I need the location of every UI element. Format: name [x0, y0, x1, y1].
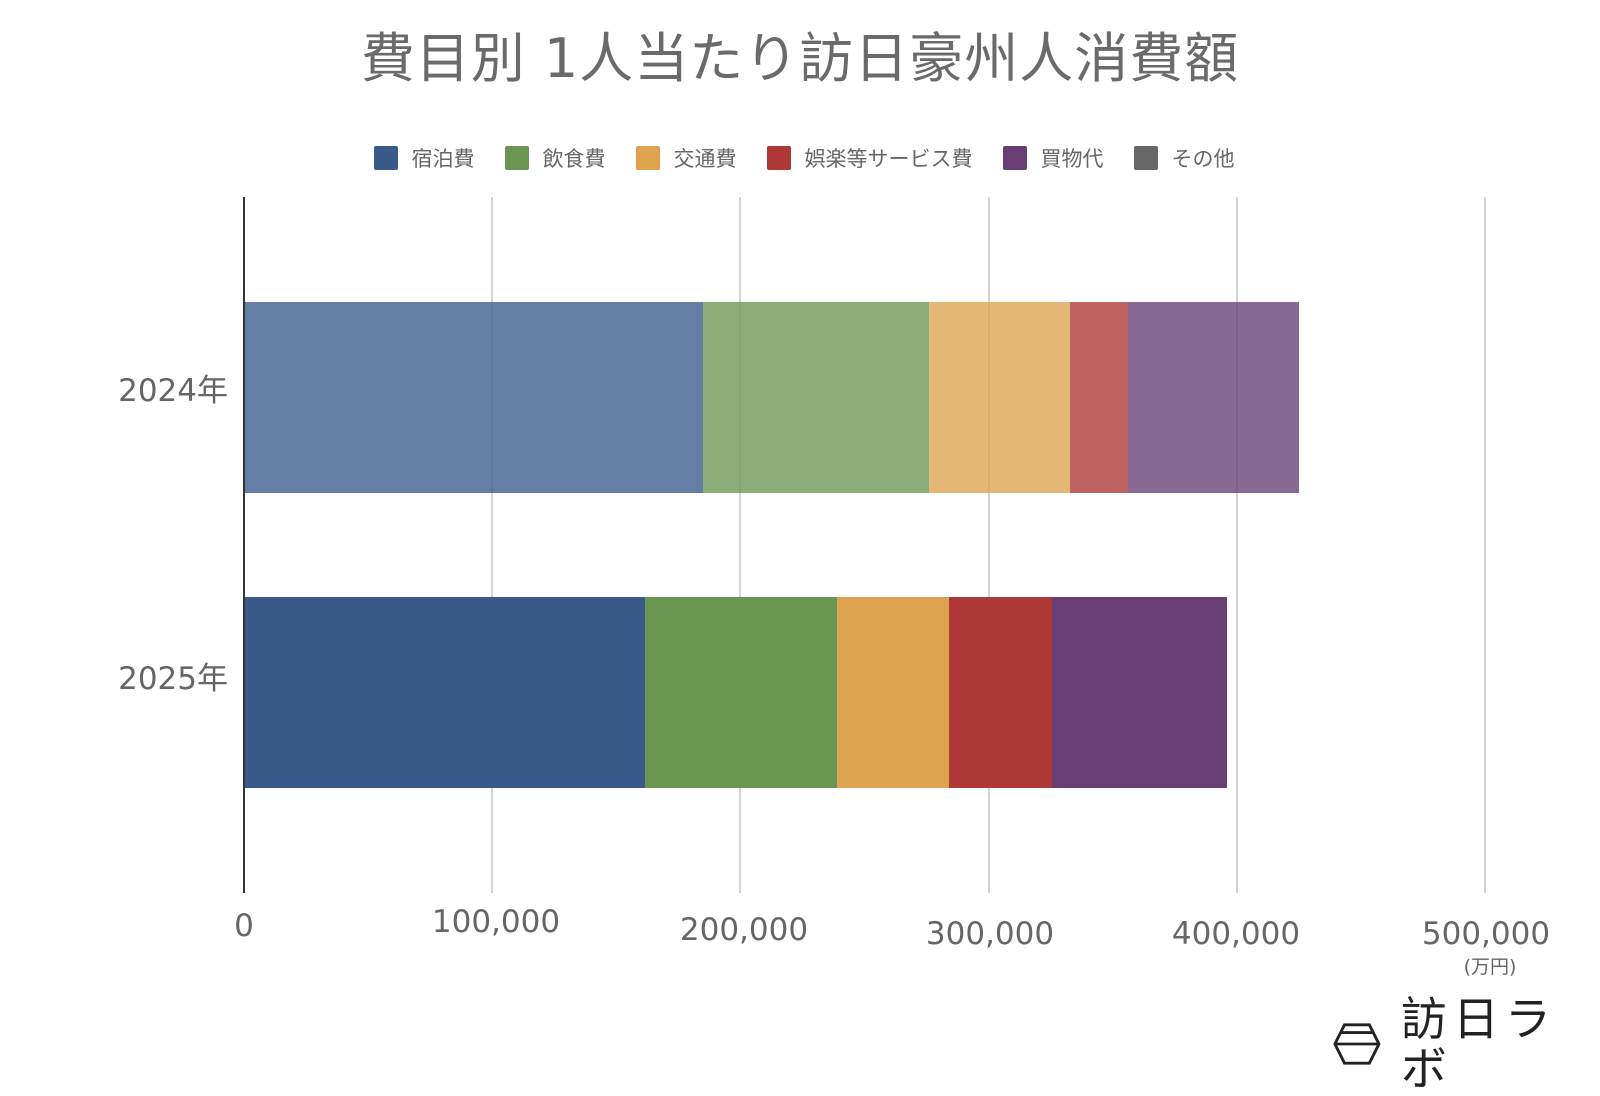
legend-swatch-icon — [635, 146, 660, 170]
legend-swatch-icon — [373, 146, 398, 170]
brand-logo-text: 訪日ラボ — [1400, 992, 1557, 1096]
category-label-2025: 2025年 — [118, 661, 228, 697]
legend-label: 宿泊費 — [411, 147, 475, 171]
legend-item-shopping[interactable]: 買物代 — [1002, 143, 1104, 173]
stacked-bar-2025[interactable] — [245, 597, 1227, 788]
legend-label: 飲食費 — [542, 147, 606, 171]
legend-label: 娯楽等サービス費 — [804, 147, 973, 171]
legend-label: 交通費 — [673, 147, 737, 171]
y-axis-line — [243, 197, 245, 893]
legend-swatch-icon — [1133, 146, 1158, 170]
legend-label: その他 — [1171, 147, 1235, 171]
category-label-2024: 2024年 — [118, 373, 228, 409]
legend-swatch-icon — [766, 146, 791, 170]
legend-item-other[interactable]: その他 — [1133, 143, 1235, 173]
legend-swatch-icon — [1002, 146, 1027, 170]
plot-area: 2024年 2025年 0 100,000 200,000 300,000 40… — [118, 197, 1551, 978]
x-tick-label: 100,000 — [431, 904, 561, 940]
bar-segment[interactable] — [948, 597, 1052, 788]
legend-item-entertainment[interactable]: 娯楽等サービス費 — [766, 143, 973, 173]
bar-segment[interactable] — [245, 597, 646, 788]
bar-segment[interactable] — [1051, 597, 1227, 788]
bar-segment[interactable] — [245, 302, 704, 493]
x-axis-unit: (万円) — [1463, 956, 1517, 978]
chart-legend: 宿泊費 飲食費 交通費 娯楽等サービス費 買物代 その他 — [0, 143, 1600, 173]
legend-label: 買物代 — [1040, 147, 1104, 171]
legend-item-accommodation[interactable]: 宿泊費 — [373, 143, 475, 173]
bar-segment[interactable] — [1070, 302, 1129, 493]
bar-segment[interactable] — [928, 302, 1070, 493]
bar-segment[interactable] — [836, 597, 949, 788]
x-tick-label: 500,000 — [1421, 916, 1551, 952]
x-gridline — [1235, 197, 1238, 893]
x-gridline — [987, 197, 990, 893]
x-gridline — [1484, 197, 1486, 893]
legend-item-food[interactable]: 飲食費 — [504, 143, 606, 173]
x-gridline — [739, 197, 742, 893]
stacked-bar-2024[interactable] — [245, 302, 1300, 493]
chart-title: 費目別 1人当たり訪日豪州人消費額 — [360, 27, 1240, 90]
bar-segment[interactable] — [703, 302, 929, 493]
x-tick-label: 0 — [234, 908, 254, 944]
x-tick-label: 200,000 — [679, 912, 809, 948]
x-tick-label: 300,000 — [925, 916, 1055, 952]
legend-item-transport[interactable]: 交通費 — [635, 143, 737, 173]
brand-logo: 訪日ラボ — [1333, 994, 1600, 1094]
legend-swatch-icon — [504, 146, 529, 170]
x-tick-label: 400,000 — [1171, 916, 1301, 952]
bar-segment[interactable] — [1128, 302, 1300, 493]
hexagon-logo-icon — [1333, 1023, 1381, 1065]
x-gridline — [491, 197, 494, 893]
bar-segment[interactable] — [645, 597, 837, 788]
